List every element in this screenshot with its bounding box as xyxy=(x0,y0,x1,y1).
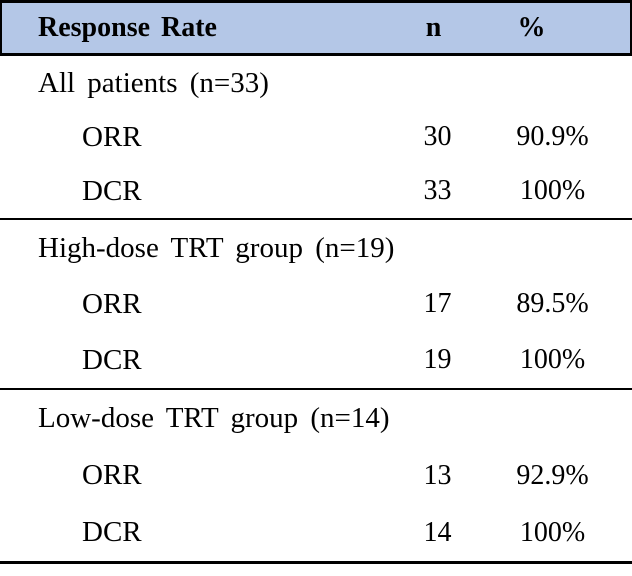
row-label: ORR xyxy=(82,120,142,153)
section-low-dose-trt: Low-dose TRT group (n=14) ORR 13 92.9% D… xyxy=(0,390,632,564)
table-row-orr: ORR 30 90.9% xyxy=(0,110,632,164)
row-label: DCR xyxy=(82,516,142,548)
cell-n-value: 14 xyxy=(423,516,452,548)
cell-n-value: 19 xyxy=(423,344,452,375)
section-all-patients: All patients (n=33) ORR 30 90.9% DCR 33 … xyxy=(0,56,632,220)
row-label: DCR xyxy=(82,343,142,376)
group-row: All patients (n=33) xyxy=(0,56,632,110)
cell-n-value: 33 xyxy=(423,175,452,206)
table-row-dcr: DCR 14 100% xyxy=(0,504,632,561)
column-header-n: n xyxy=(425,12,442,43)
table-row-dcr: DCR 19 100% xyxy=(0,332,632,388)
table-row-orr: ORR 17 89.5% xyxy=(0,276,632,332)
cell-percent-value: 100% xyxy=(519,516,586,548)
cell-percent-value: 100% xyxy=(519,344,586,375)
cell-n-value: 13 xyxy=(423,459,452,491)
cell-percent-value: 90.9% xyxy=(516,121,589,152)
cell-percent-value: 89.5% xyxy=(516,288,589,319)
cell-percent-value: 100% xyxy=(519,175,586,206)
section-high-dose-trt: High-dose TRT group (n=19) ORR 17 89.5% … xyxy=(0,220,632,390)
row-label: DCR xyxy=(82,174,142,207)
row-label: ORR xyxy=(82,287,142,320)
group-label: All patients (n=33) xyxy=(38,66,269,99)
cell-n-value: 17 xyxy=(423,288,452,319)
cell-percent-value: 92.9% xyxy=(516,459,589,491)
table-row-orr: ORR 13 92.9% xyxy=(0,447,632,504)
table-row-dcr: DCR 33 100% xyxy=(0,164,632,218)
table-header-row: Response Rate n % xyxy=(0,0,632,56)
group-row: High-dose TRT group (n=19) xyxy=(0,220,632,276)
group-label: High-dose TRT group (n=19) xyxy=(38,231,395,264)
group-label: Low-dose TRT group (n=14) xyxy=(38,402,390,434)
group-row: Low-dose TRT group (n=14) xyxy=(0,390,632,447)
row-label: ORR xyxy=(82,459,142,491)
cell-n-value: 30 xyxy=(423,121,452,152)
column-header-response-rate: Response Rate xyxy=(38,12,217,43)
column-header-percent: % xyxy=(517,12,546,43)
